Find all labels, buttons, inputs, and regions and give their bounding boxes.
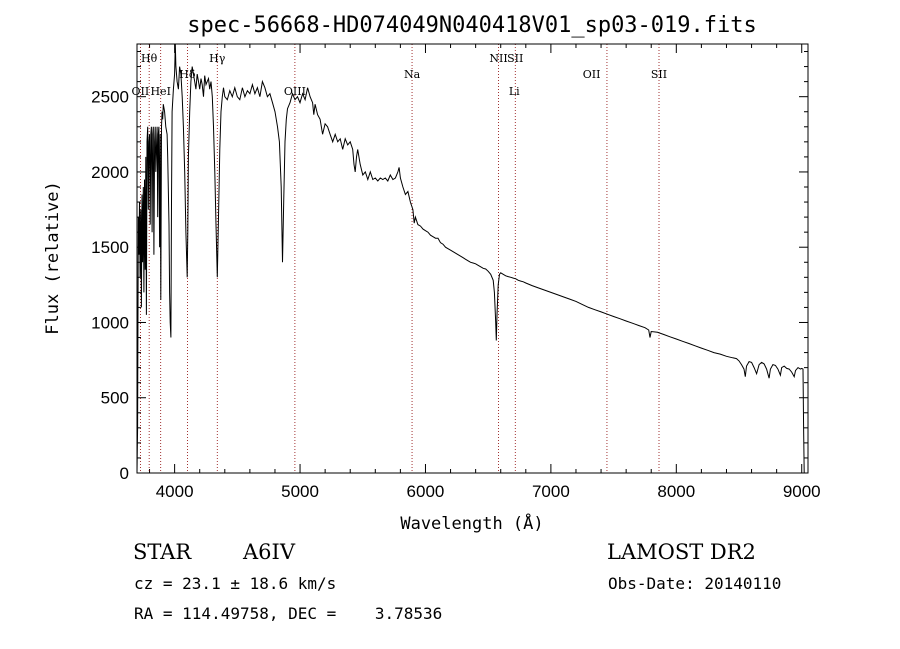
line-annotation: Na [404, 68, 421, 81]
line-annotation: OII [583, 68, 601, 81]
x-tick-label: 8000 [657, 482, 695, 501]
chart-title: spec-56668-HD074049N040418V01_sp03-019.f… [187, 13, 757, 38]
coordinates: RA = 114.49758, DEC = 3.78536 [134, 604, 443, 623]
line-annotation: OIII [284, 85, 306, 98]
spectrum-series [136, 43, 805, 474]
x-tick-label: 6000 [407, 482, 445, 501]
emission-line-markers [139, 44, 660, 473]
x-tick-label: 4000 [156, 482, 194, 501]
x-tick-label: 9000 [783, 482, 821, 501]
x-tick-label: 7000 [532, 482, 570, 501]
y-tick-label: 2500 [91, 88, 129, 107]
line-annotation: Hθ [141, 52, 158, 65]
object-type: STAR [133, 540, 192, 564]
y-tick-label: 1500 [91, 238, 129, 257]
survey-name: LAMOST DR2 [607, 540, 756, 564]
object-subclass: A6IV [243, 540, 295, 564]
line-annotation: SII [507, 52, 523, 65]
line-annotation: HeI [150, 85, 170, 98]
y-tick-label: 500 [101, 389, 129, 408]
x-tick-label: 5000 [281, 482, 319, 501]
line-annotation: Li [509, 85, 520, 98]
line-annotation: OII [132, 85, 150, 98]
line-annotation: Hγ [209, 52, 226, 65]
axis-ticks: 4000 5000 6000 7000 8000 9000 0 500 1000 1500 2000… [91, 44, 821, 501]
line-annotation: SII [651, 68, 667, 81]
y-tick-label: 0 [120, 464, 129, 483]
line-annotation: NII [489, 52, 507, 65]
observation-date: Obs-Date: 20140110 [608, 574, 782, 593]
x-axis-label: Wavelength (Å) [400, 512, 543, 534]
y-tick-label: 1000 [91, 313, 129, 332]
redshift-velocity: cz = 23.1 ± 18.6 km/s [134, 574, 337, 593]
y-axis-label: Flux (relative) [43, 181, 63, 335]
spectrum-line [136, 43, 805, 474]
spectrum-chart: 4000 5000 6000 7000 8000 9000 0 500 1000 1500 2000… [43, 13, 821, 534]
y-tick-label: 2000 [91, 163, 129, 182]
plot-frame [136, 43, 809, 474]
